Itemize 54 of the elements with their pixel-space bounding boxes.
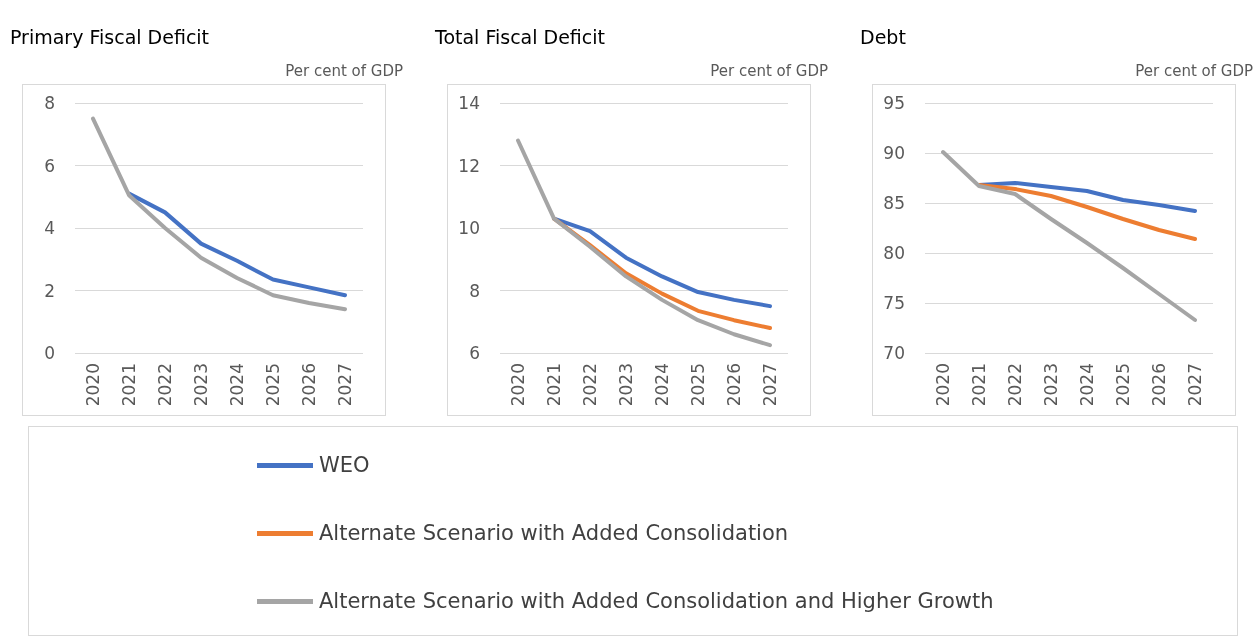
y-tick-label: 70	[883, 343, 905, 363]
legend-label: Alternate Scenario with Added Consolidation	[319, 521, 789, 545]
y-tick-label: 8	[44, 93, 55, 113]
legend-label: Alternate Scenario with Added Consolidation and Higher Growth	[319, 589, 994, 613]
x-tick-label: 2023	[191, 363, 211, 407]
y-tick-label: 95	[883, 93, 905, 113]
x-tick-label: 2027	[1185, 363, 1205, 407]
x-tick-label: 2023	[616, 363, 636, 407]
x-tick-label: 2020	[933, 363, 953, 407]
y-tick-label: 6	[469, 343, 480, 363]
x-tick-label: 2022	[155, 363, 175, 407]
y-tick-label: 75	[883, 293, 905, 313]
y-tick-label: 85	[883, 193, 905, 213]
chart-title: Total Fiscal Deficit	[435, 26, 606, 48]
x-tick-label: 2025	[263, 363, 283, 407]
line-series	[516, 138, 772, 348]
x-tick-label: 2027	[335, 363, 355, 407]
y-tick-label: 4	[44, 218, 55, 238]
x-tick-label: 2021	[969, 363, 989, 407]
x-tick-label: 2027	[760, 363, 780, 407]
y-tick-label: 6	[44, 155, 55, 176]
line-series	[941, 150, 1197, 322]
y-tick-label: 12	[458, 155, 480, 176]
y-tick-label: 10	[458, 218, 480, 238]
x-tick-label: 2023	[1041, 363, 1061, 407]
x-tick-label: 2024	[652, 363, 672, 407]
y-tick-label: 80	[883, 243, 905, 263]
x-tick-label: 2021	[544, 363, 564, 407]
x-tick-label: 2026	[1149, 363, 1169, 407]
y-tick-label: 14	[458, 93, 480, 113]
y-axis-title: Per cent of GDP	[1135, 62, 1253, 80]
line-series	[91, 116, 347, 312]
x-tick-label: 2024	[227, 363, 247, 407]
x-tick-label: 2026	[299, 363, 319, 407]
legend-label: WEO	[319, 453, 370, 477]
y-tick-label: 90	[883, 143, 905, 163]
y-axis-title: Per cent of GDP	[710, 62, 828, 80]
line-series	[127, 191, 347, 298]
x-tick-label: 2024	[1077, 363, 1097, 407]
line-series	[977, 183, 1197, 241]
x-tick-label: 2020	[83, 363, 103, 407]
x-tick-label: 2025	[688, 363, 708, 407]
x-tick-label: 2025	[1113, 363, 1133, 407]
chart-title: Debt	[860, 26, 906, 48]
y-axis-title: Per cent of GDP	[285, 62, 403, 80]
y-tick-label: 2	[44, 280, 55, 301]
x-tick-label: 2020	[508, 363, 528, 407]
y-tick-label: 0	[44, 343, 55, 363]
x-tick-label: 2022	[1005, 363, 1025, 407]
y-tick-label: 8	[469, 280, 480, 301]
x-tick-label: 2026	[724, 363, 744, 407]
x-tick-label: 2022	[580, 363, 600, 407]
x-tick-label: 2021	[119, 363, 139, 407]
chart-title: Primary Fiscal Deficit	[10, 26, 210, 48]
